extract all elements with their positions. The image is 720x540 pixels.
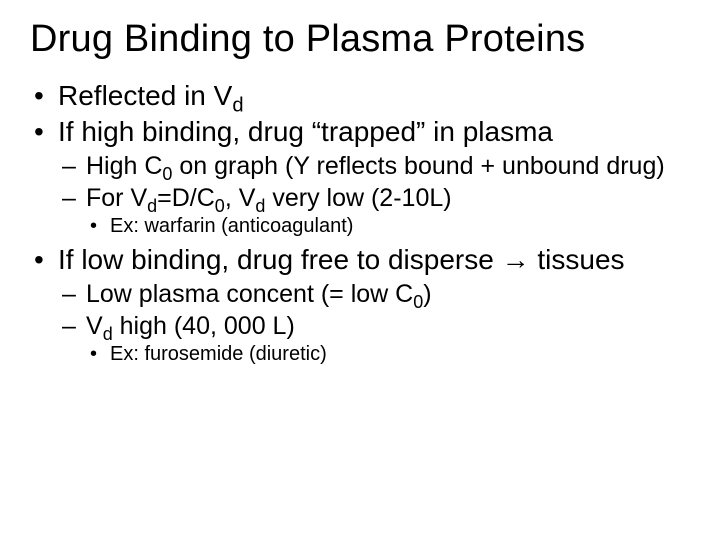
text: high (40, 000 L) — [113, 312, 295, 340]
text: tissues — [530, 244, 625, 275]
arrow-icon: → — [502, 244, 530, 275]
subscript: 0 — [413, 292, 423, 312]
text: very low (2-10L) — [265, 184, 451, 212]
bullet-low-binding: If low binding, drug free to disperse → … — [30, 243, 690, 367]
bullet-ex-warfarin: Ex: warfarin (anticoagulant) — [86, 214, 690, 239]
text: If low binding, drug free to disperse — [58, 244, 502, 275]
text: Ex: furosemide (diuretic) — [110, 343, 327, 365]
text: Reflected in V — [58, 80, 232, 111]
bullet-reflected-vd: Reflected in Vd — [30, 79, 690, 113]
bullet-list-level2: High C0 on graph (Y reflects bound + unb… — [58, 151, 690, 239]
slide: Drug Binding to Plasma Proteins Reflecte… — [0, 0, 720, 540]
text: ) — [423, 280, 431, 308]
bullet-high-binding: If high binding, drug “trapped” in plasm… — [30, 115, 690, 239]
subscript: d — [147, 196, 157, 216]
slide-title: Drug Binding to Plasma Proteins — [30, 18, 690, 61]
bullet-low-plasma-concent: Low plasma concent (= low C0) — [58, 279, 690, 310]
text: High C — [86, 152, 162, 180]
bullet-list-level3: Ex: furosemide (diuretic) — [86, 342, 690, 367]
text: , V — [225, 184, 256, 212]
subscript: 0 — [215, 196, 225, 216]
subscript: 0 — [162, 164, 172, 184]
bullet-vd-high: Vd high (40, 000 L) Ex: furosemide (diur… — [58, 311, 690, 368]
bullet-list-level2: Low plasma concent (= low C0) Vd high (4… — [58, 279, 690, 367]
subscript: d — [103, 324, 113, 344]
text: For V — [86, 184, 147, 212]
text: =D/C — [157, 184, 215, 212]
bullet-list-level1: Reflected in Vd If high binding, drug “t… — [30, 79, 690, 367]
text: If high binding, drug “trapped” in plasm… — [58, 116, 553, 147]
bullet-list-level3: Ex: warfarin (anticoagulant) — [86, 214, 690, 239]
bullet-ex-furosemide: Ex: furosemide (diuretic) — [86, 342, 690, 367]
text: Low plasma concent (= low C — [86, 280, 413, 308]
text: Ex: warfarin (anticoagulant) — [110, 215, 353, 237]
text: V — [86, 312, 103, 340]
text: on graph (Y reflects bound + unbound dru… — [172, 152, 664, 180]
bullet-high-c0: High C0 on graph (Y reflects bound + unb… — [58, 151, 690, 182]
subscript: d — [255, 196, 265, 216]
bullet-vd-formula: For Vd=D/C0, Vd very low (2-10L) Ex: war… — [58, 183, 690, 240]
subscript: d — [232, 95, 243, 117]
